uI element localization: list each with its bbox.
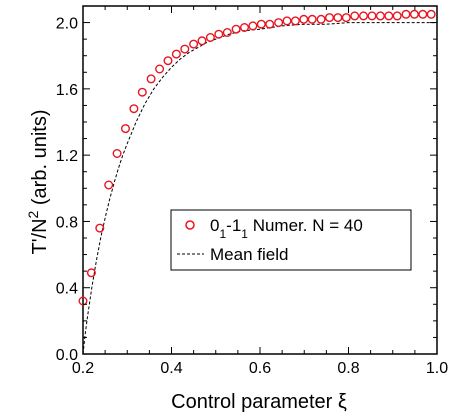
numerical-point	[189, 39, 199, 49]
x-tick-label: 0.4	[160, 360, 182, 377]
numerical-point	[350, 11, 360, 21]
numerical-point	[392, 11, 402, 21]
numerical-point	[307, 14, 317, 24]
y-tick-label: 1.6	[56, 82, 78, 99]
mean-field-curve	[82, 22, 437, 355]
numerical-point	[359, 11, 369, 21]
numerical-point	[222, 28, 232, 38]
numerical-point	[248, 21, 258, 31]
y-tick-label: 0.4	[56, 281, 78, 298]
numerical-point	[375, 11, 385, 21]
legend-box	[170, 209, 412, 271]
numerical-point	[155, 64, 165, 74]
numerical-point	[146, 74, 156, 84]
y-tick-label: 2.0	[56, 16, 78, 33]
legend-label-mean-field: Mean field	[210, 245, 288, 264]
numerical-point	[86, 268, 96, 278]
x-axis-title: Control parameter ξ	[171, 391, 347, 413]
x-tick-label: 0.2	[72, 360, 94, 377]
numerical-point	[418, 9, 428, 19]
numerical-point	[239, 23, 249, 33]
numerical-point	[316, 14, 326, 24]
numerical-point	[180, 44, 190, 54]
numerical-point	[290, 16, 300, 26]
numerical-point	[274, 18, 284, 28]
numerical-point	[78, 296, 88, 306]
numerical-point	[197, 36, 207, 46]
numerical-point	[265, 19, 275, 29]
numerical-point	[205, 33, 215, 43]
legend-label-numerical: 01-11 Numer. N = 40	[210, 216, 363, 241]
x-tick-label: 1.0	[426, 360, 448, 377]
y-tick-label: 1.2	[56, 148, 78, 165]
numerical-point	[163, 56, 173, 66]
numerical-point	[104, 180, 114, 190]
y-tick-label: 0.0	[56, 347, 78, 364]
numerical-point	[129, 104, 139, 114]
x-tick-label: 0.6	[249, 360, 271, 377]
y-axis-title: T'/N2 (arb. units)	[25, 110, 51, 255]
y-tick-label: 0.8	[56, 214, 78, 231]
numerical-point	[256, 19, 266, 29]
numerical-point	[231, 24, 241, 34]
numerical-point	[401, 9, 411, 19]
legend: 01-11 Numer. N = 40 Mean field	[170, 209, 412, 271]
marker-layer	[78, 9, 436, 306]
numerical-point	[325, 13, 335, 23]
numerical-point	[171, 49, 181, 59]
numerical-point	[137, 87, 147, 97]
numerical-point	[299, 14, 309, 24]
numerical-point	[95, 223, 105, 233]
numerical-point	[333, 13, 343, 23]
ticks-layer: 0.2 0.4 0.6 0.8 1.0 0.0 0.4 0.8 1.2 1.6 2.0	[56, 5, 448, 377]
numerical-point	[282, 16, 292, 26]
numerical-point	[426, 9, 436, 19]
numerical-point	[120, 124, 130, 134]
plot-area	[82, 5, 438, 355]
mean-field-layer	[82, 22, 437, 355]
numerical-point	[112, 148, 122, 158]
y-axis-title-sup: 2	[25, 210, 41, 218]
numerical-point	[214, 29, 224, 39]
numerical-point	[341, 13, 351, 23]
numerical-point	[367, 11, 377, 21]
legend-marker-numerical	[185, 220, 195, 230]
x-tick-label: 0.8	[337, 360, 359, 377]
plot-frame	[82, 5, 438, 355]
numerical-point	[384, 11, 394, 21]
numerical-point	[409, 9, 419, 19]
y-axis-title-rest: (arb. units)	[29, 110, 51, 211]
y-axis-title-main: T'/N	[29, 218, 51, 254]
